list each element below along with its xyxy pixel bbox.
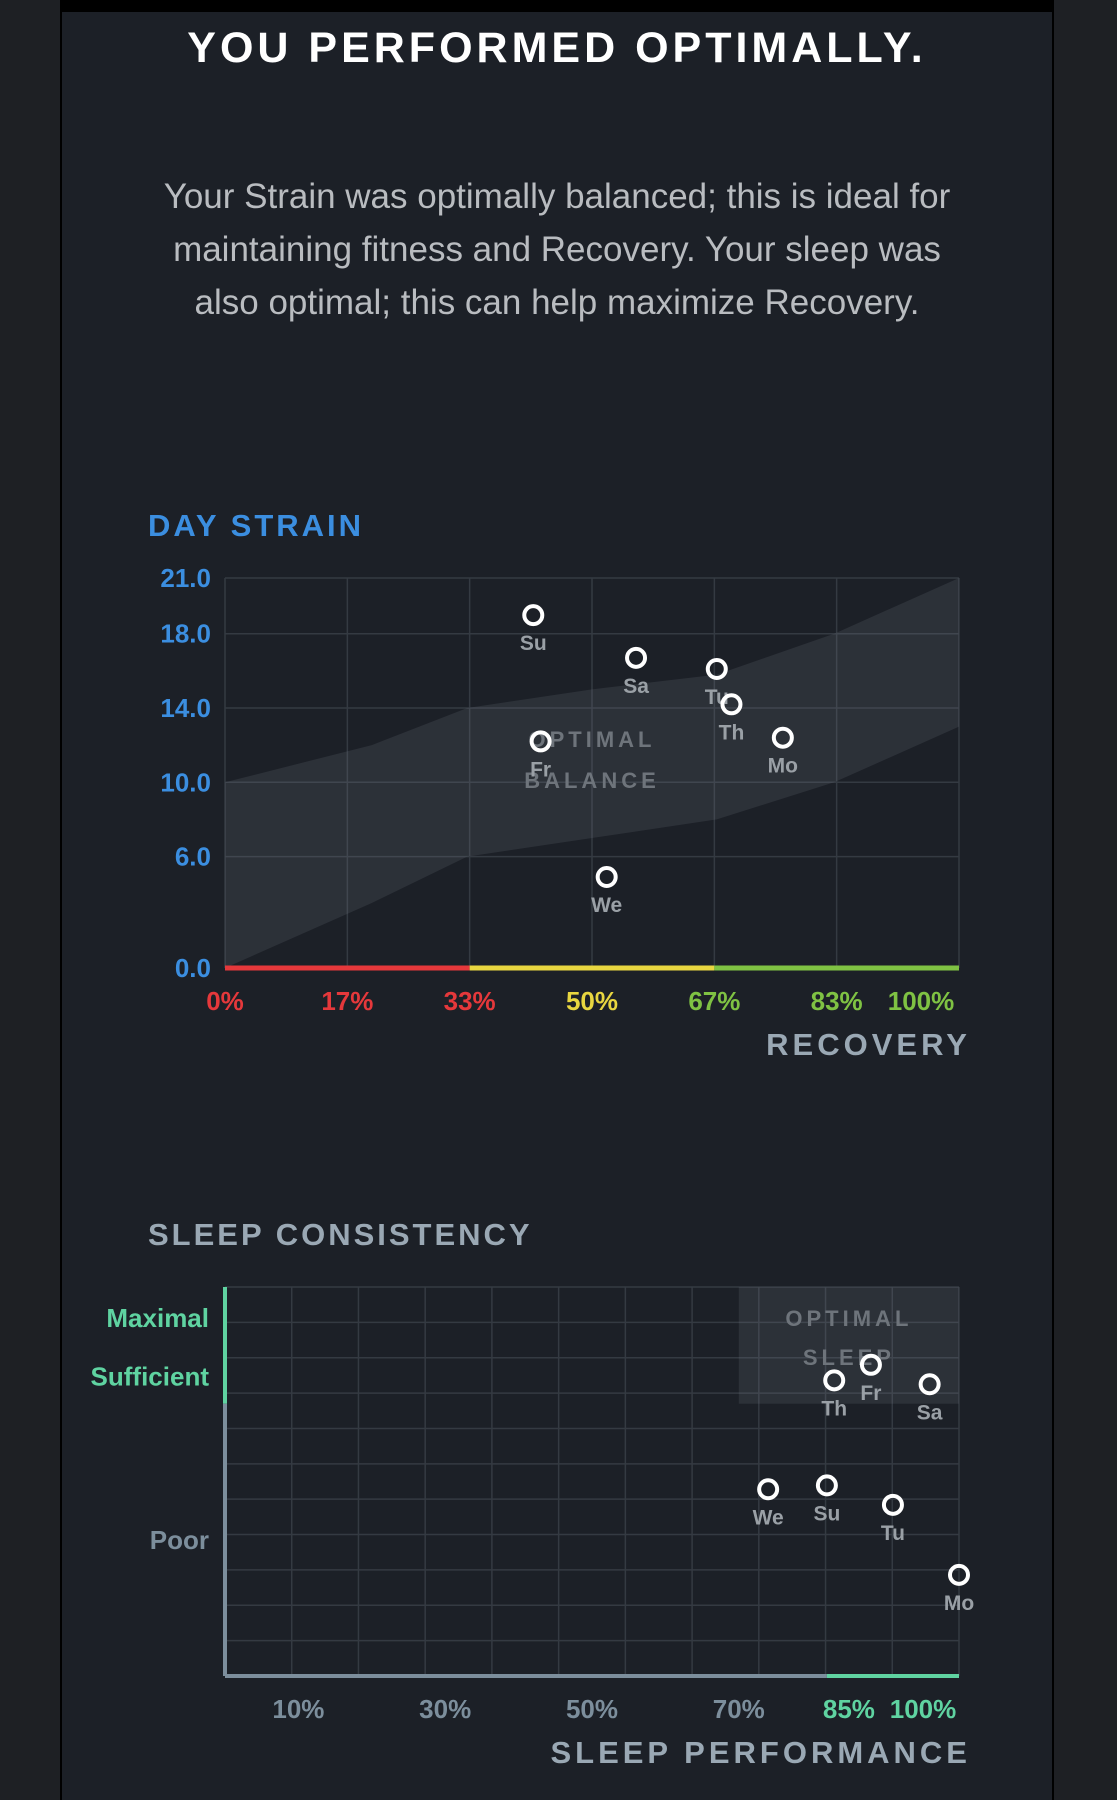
- data-point-label: Th: [719, 721, 745, 744]
- y-tick-label: Maximal: [106, 1303, 209, 1333]
- report-panel: YOU PERFORMED OPTIMALLY. Your Strain was…: [62, 12, 1052, 1800]
- y-tick-label: 14.0: [160, 693, 211, 723]
- y-tick-label: 6.0: [175, 842, 211, 872]
- data-point-th: [720, 693, 743, 716]
- day-strain-title: DAY STRAIN: [148, 508, 365, 543]
- data-point-su: [522, 604, 545, 627]
- x-axis-title: SLEEP PERFORMANCE: [550, 1735, 971, 1770]
- x-tick-label: 33%: [444, 986, 496, 1016]
- x-tick-label: 100%: [890, 1694, 957, 1724]
- y-tick-label: 10.0: [160, 767, 211, 797]
- x-tick-label: 85%: [823, 1694, 875, 1724]
- x-tick-label: 30%: [419, 1694, 471, 1724]
- data-point-th: [823, 1369, 846, 1392]
- band-label-line-1: OPTIMAL: [785, 1306, 912, 1331]
- optimal-balance-band: [225, 578, 959, 968]
- right-margin: [1054, 0, 1117, 1800]
- data-point-label: Sa: [623, 675, 649, 698]
- y-tick-label: 18.0: [160, 619, 211, 649]
- data-point-label: Su: [520, 632, 547, 655]
- data-point-label: Fr: [860, 1382, 881, 1405]
- data-point-mo: [771, 726, 794, 749]
- x-tick-label: 70%: [713, 1694, 765, 1724]
- data-point-fr: [529, 730, 552, 753]
- data-point-tu: [881, 1493, 904, 1516]
- data-point-tu: [705, 658, 728, 680]
- x-tick-label: 83%: [811, 986, 863, 1016]
- data-point-label: Mo: [768, 755, 798, 778]
- data-point-label: We: [753, 1506, 784, 1529]
- x-tick-label: 100%: [888, 986, 955, 1016]
- headline: YOU PERFORMED OPTIMALLY.: [187, 24, 927, 72]
- data-point-sa: [625, 646, 648, 669]
- y-tick-label: Poor: [150, 1525, 209, 1555]
- y-tick-label: 0.0: [175, 953, 211, 983]
- data-point-we: [757, 1478, 780, 1501]
- data-point-label: We: [591, 894, 622, 917]
- summary-text: Your Strain was optimally balanced; this…: [163, 177, 951, 322]
- data-point-sa: [918, 1373, 941, 1396]
- left-margin: [0, 0, 60, 1800]
- y-tick-label: Sufficient: [91, 1361, 210, 1391]
- data-point-label: Th: [821, 1397, 847, 1420]
- data-point-su: [815, 1474, 838, 1497]
- data-point-label: Su: [813, 1502, 840, 1525]
- x-tick-label: 50%: [566, 1694, 618, 1724]
- x-tick-label: 10%: [272, 1694, 324, 1724]
- y-tick-label: 21.0: [160, 563, 211, 593]
- band-label-line-2: BALANCE: [524, 768, 660, 793]
- data-point-label: Sa: [917, 1401, 943, 1424]
- x-tick-label: 67%: [688, 986, 740, 1016]
- sleep-consistency-title: SLEEP CONSISTENCY: [148, 1217, 533, 1252]
- x-tick-label: 0%: [206, 986, 244, 1016]
- x-axis-title: RECOVERY: [766, 1027, 971, 1062]
- data-point-we: [595, 866, 618, 888]
- x-tick-label: 50%: [566, 986, 618, 1016]
- data-point-mo: [948, 1563, 970, 1586]
- data-point-label: Mo: [944, 1592, 974, 1615]
- data-point-label: Tu: [881, 1522, 905, 1545]
- data-point-label: Fr: [530, 758, 551, 781]
- data-point-fr: [859, 1353, 882, 1376]
- x-tick-label: 17%: [321, 986, 373, 1016]
